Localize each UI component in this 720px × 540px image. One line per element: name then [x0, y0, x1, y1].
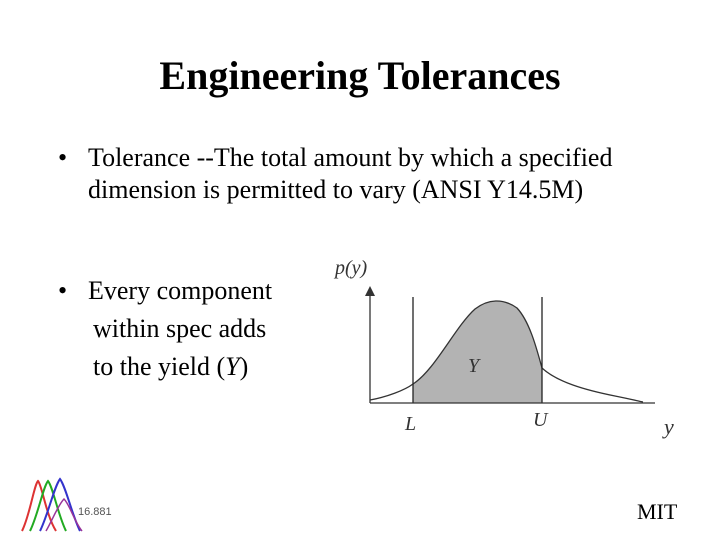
upper-limit-label: U: [533, 409, 549, 431]
footer-mit: MIT: [637, 499, 678, 524]
logo-curve-purple: [45, 497, 83, 532]
bullet-yield-line-1: Every component: [88, 276, 273, 305]
lower-limit-label: L: [404, 413, 416, 435]
bullet-yield-line-3: to the yield (Y): [58, 348, 272, 386]
logo-curve-green: [29, 479, 67, 532]
bullet-yield-line-2: within spec adds: [93, 314, 267, 343]
y-axis-label: p(y): [333, 257, 368, 279]
logo-text: 16.881: [78, 506, 112, 518]
y-axis-arrow: [365, 286, 375, 296]
bullet-tolerance: • Tolerance --The total amount by which …: [58, 142, 648, 206]
bullet-tolerance-text: Tolerance --The total amount by which a …: [88, 143, 613, 204]
bullet-dot: •: [58, 276, 68, 305]
bullet-yield-close: ): [239, 352, 249, 381]
course-logo: 16.881: [21, 477, 112, 532]
yield-region: [413, 300, 542, 403]
bullet-yield-line-3-text: to the yield (: [93, 352, 226, 381]
yield-symbol: Y: [225, 352, 240, 381]
region-label: Y: [468, 355, 481, 377]
slide-title: Engineering Tolerances: [159, 53, 561, 98]
yield-distribution-diagram: p(y) Y L U y: [333, 257, 674, 439]
bullet-dot: •: [58, 143, 68, 172]
logo-curve-red: [21, 479, 57, 532]
x-axis-label: y: [662, 414, 674, 439]
bullet-yield: • Every component within spec adds to th…: [58, 272, 272, 386]
bullet-list: • Tolerance --The total amount by which …: [58, 142, 648, 206]
